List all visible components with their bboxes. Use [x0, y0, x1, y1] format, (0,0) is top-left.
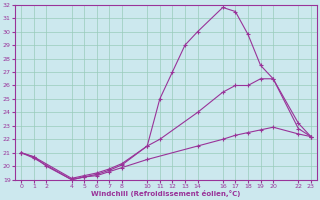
X-axis label: Windchill (Refroidissement éolien,°C): Windchill (Refroidissement éolien,°C) [92, 190, 241, 197]
